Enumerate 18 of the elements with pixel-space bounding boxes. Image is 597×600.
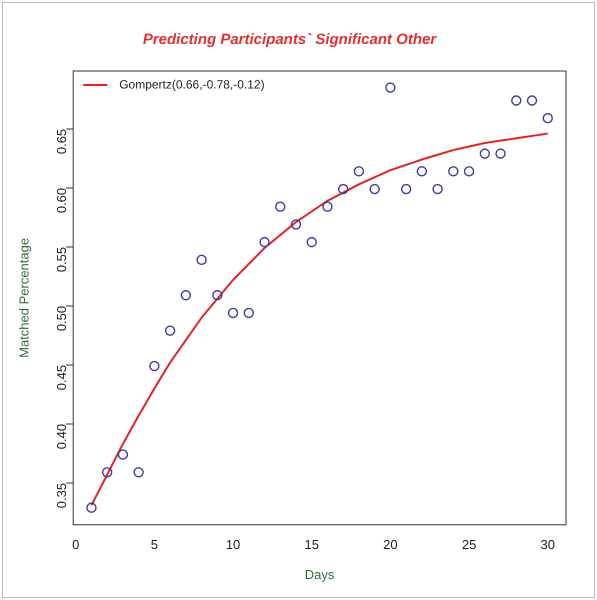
x-tick-label: 5 (150, 537, 158, 552)
x-tick-label: 0 (72, 537, 80, 552)
y-tick-label: 0.40 (54, 424, 69, 450)
x-tick-label: 20 (383, 537, 398, 552)
x-tick-label: 15 (304, 537, 319, 552)
x-tick-label: 25 (462, 537, 476, 552)
y-tick-label: 0.35 (54, 482, 69, 508)
y-tick-label: 0.65 (54, 128, 69, 154)
y-tick-label: 0.55 (54, 246, 69, 272)
y-axis-title: Matched Percentage (16, 238, 32, 358)
y-tick-label: 0.50 (54, 306, 69, 332)
chart-title: Predicting Participants` Significant Other (142, 31, 438, 48)
y-tick-label: 0.45 (54, 364, 69, 390)
x-tick-label: 30 (540, 537, 555, 552)
x-axis-title: Days (304, 566, 335, 582)
x-tick-label: 10 (226, 537, 240, 552)
legend-label: Gompertz(0.66,-0.78,-0.12) (119, 77, 265, 92)
y-tick-label: 0.60 (54, 188, 69, 214)
